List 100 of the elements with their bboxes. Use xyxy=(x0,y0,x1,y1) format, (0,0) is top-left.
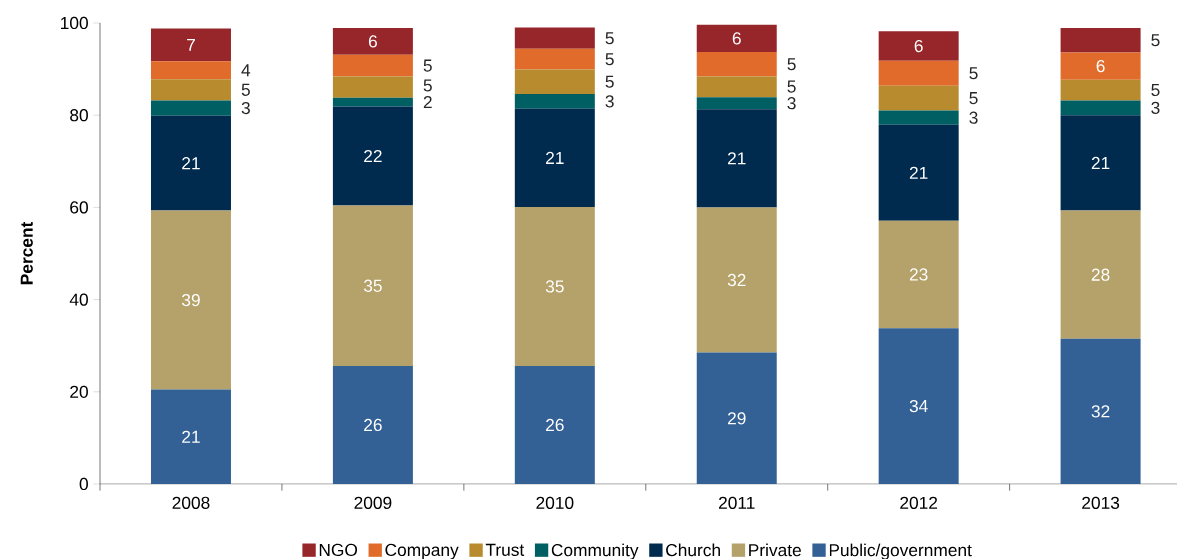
legend-label: Church xyxy=(666,543,720,557)
data-label: 4 xyxy=(241,64,251,77)
bar xyxy=(1060,52,1141,80)
data-label: 26 xyxy=(546,418,564,432)
bar xyxy=(1060,115,1141,211)
bar xyxy=(514,206,595,366)
bar xyxy=(696,352,777,484)
bar xyxy=(878,220,959,329)
data-label: 3 xyxy=(605,95,614,108)
data-label: 23 xyxy=(909,268,928,281)
data-label: 5 xyxy=(241,83,250,96)
bar xyxy=(696,207,777,353)
data-label: 21 xyxy=(727,152,746,165)
data-label: 32 xyxy=(1091,405,1110,418)
data-label: 3 xyxy=(1151,101,1160,114)
data-label: 5 xyxy=(605,32,614,45)
data-label: 21 xyxy=(546,151,564,164)
data-label: 6 xyxy=(1096,59,1105,73)
legend-label: Private xyxy=(749,543,801,557)
data-label: 5 xyxy=(787,58,796,71)
bar xyxy=(150,210,231,390)
data-label: 26 xyxy=(364,418,382,432)
data-label: 5 xyxy=(969,67,978,80)
y-axis-title: Percent xyxy=(20,221,33,285)
bar xyxy=(150,115,231,211)
data-label: 35 xyxy=(363,279,382,292)
bar xyxy=(150,61,231,80)
data-label: 39 xyxy=(182,293,200,307)
bar xyxy=(150,389,231,484)
data-label: 35 xyxy=(545,280,564,293)
data-label: 34 xyxy=(909,399,928,413)
legend-label: Public/government xyxy=(829,543,972,559)
bar xyxy=(696,52,777,77)
data-label: 2 xyxy=(423,95,432,109)
data-label: 21 xyxy=(182,430,200,443)
bar xyxy=(696,109,777,208)
bar xyxy=(1060,210,1141,339)
data-label: 5 xyxy=(423,59,432,72)
bar xyxy=(878,85,959,111)
bar xyxy=(332,205,413,366)
bar xyxy=(332,97,413,107)
bar xyxy=(878,110,959,125)
data-label: 21 xyxy=(909,166,928,179)
bar xyxy=(150,100,231,116)
bar xyxy=(332,28,413,55)
x-tick-label: 2012 xyxy=(900,496,938,509)
bar xyxy=(150,79,231,101)
bar xyxy=(1060,100,1141,116)
bar xyxy=(1060,79,1141,101)
legend-label: Community xyxy=(551,543,639,559)
data-label: 5 xyxy=(605,53,614,66)
bar xyxy=(514,69,595,94)
x-tick-label: 2013 xyxy=(1082,496,1120,509)
bar xyxy=(514,27,595,49)
data-label: 22 xyxy=(364,149,382,163)
bar xyxy=(696,24,777,53)
x-tick-label: 2010 xyxy=(536,496,574,509)
data-label: 5 xyxy=(1151,84,1160,97)
data-label: 29 xyxy=(727,412,746,425)
legend-label: Trust xyxy=(485,543,525,556)
bar xyxy=(878,124,959,221)
data-label: 5 xyxy=(1151,34,1160,47)
data-label: 28 xyxy=(1091,268,1110,281)
data-label: 5 xyxy=(605,75,614,88)
bar xyxy=(514,365,595,484)
data-label: 6 xyxy=(368,35,377,48)
bar xyxy=(696,97,777,110)
x-tick-label: 2009 xyxy=(354,496,392,509)
y-tick-label: 80 xyxy=(70,109,88,122)
y-tick-label: 20 xyxy=(70,385,88,398)
data-label: 21 xyxy=(1091,156,1110,169)
data-label: 5 xyxy=(787,80,796,93)
y-tick-label: 40 xyxy=(69,293,88,306)
data-label: 5 xyxy=(423,79,432,92)
bar xyxy=(696,76,777,98)
legend-label: NGO xyxy=(319,543,358,557)
data-label: 3 xyxy=(969,111,978,124)
y-tick-label: 60 xyxy=(70,201,88,214)
bar xyxy=(878,328,959,484)
bar xyxy=(332,54,413,77)
data-label: 21 xyxy=(182,157,200,170)
bar xyxy=(514,108,595,207)
bar xyxy=(332,365,413,484)
bar xyxy=(514,93,595,109)
bar xyxy=(878,60,959,86)
legend-label: Company xyxy=(385,543,459,559)
data-label: 3 xyxy=(787,97,796,110)
data-label: 3 xyxy=(241,101,250,115)
y-tick-label: 100 xyxy=(61,16,88,30)
bar xyxy=(514,48,595,70)
data-label: 5 xyxy=(969,92,978,105)
bar xyxy=(332,76,413,98)
x-tick-label: 2008 xyxy=(172,496,210,509)
data-label: 7 xyxy=(187,38,195,51)
bar xyxy=(878,31,959,61)
bar xyxy=(332,106,413,206)
bar xyxy=(1060,28,1141,53)
x-tick-label: 2011 xyxy=(718,496,755,509)
y-tick-label: 0 xyxy=(79,477,88,491)
bar xyxy=(1060,338,1141,484)
